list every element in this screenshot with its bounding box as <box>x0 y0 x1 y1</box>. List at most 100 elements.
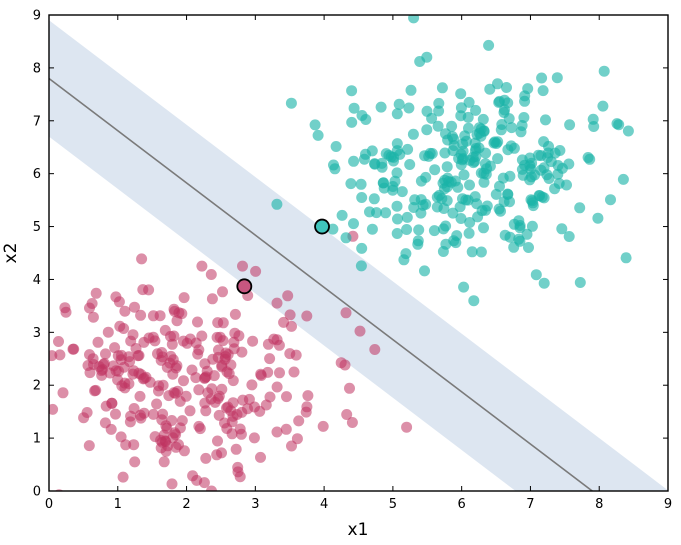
scatter-point-pink-cluster <box>178 375 189 387</box>
y-tick-label: 2 <box>33 379 41 394</box>
scatter-point-teal-cluster <box>404 159 416 170</box>
scatter-point-pink-cluster <box>200 452 212 464</box>
scatter-point-teal-cluster <box>516 163 528 175</box>
scatter-point-pink-cluster <box>92 336 104 348</box>
scatter-point-pink-cluster <box>128 439 140 451</box>
scatter-point-pink-cluster <box>213 344 224 356</box>
scatter-point-teal-cluster <box>345 178 357 190</box>
x-tick-label: 6 <box>458 497 466 512</box>
scatter-point-pink-cluster <box>280 423 292 435</box>
scatter-point-pink-cluster <box>135 309 147 321</box>
scatter-point-pink-cluster <box>114 320 126 332</box>
x-axis-label: x1 <box>348 520 369 540</box>
scatter-point-teal-cluster <box>413 224 425 236</box>
x-tick-label: 2 <box>182 497 190 512</box>
scatter-point-teal-cluster <box>380 207 392 219</box>
scatter-point-pink-cluster <box>340 307 352 319</box>
scatter-point-pink-cluster <box>102 326 114 338</box>
scatter-point-teal-cluster <box>470 104 482 116</box>
scatter-point-teal-cluster <box>574 202 586 214</box>
y-tick-label: 7 <box>33 114 41 129</box>
scatter-point-pink-cluster <box>223 368 235 380</box>
scatter-point-pink-cluster <box>220 351 231 363</box>
scatter-point-teal-cluster <box>355 260 367 272</box>
scatter-point-teal-cluster <box>454 201 466 213</box>
x-tick-label: 1 <box>114 497 122 512</box>
scatter-point-teal-cluster <box>327 223 339 235</box>
scatter-point-teal-cluster <box>481 163 493 175</box>
scatter-point-teal-cluster <box>442 172 454 184</box>
scatter-point-pink-cluster <box>136 253 148 265</box>
scatter-point-teal-cluster <box>366 223 378 235</box>
scatter-point-pink-cluster <box>317 420 329 432</box>
scatter-point-teal-cluster <box>358 153 370 165</box>
scatter-point-teal-cluster <box>360 114 372 125</box>
scatter-point-teal-cluster <box>499 229 511 241</box>
scatter-point-pink-cluster <box>202 387 214 399</box>
scatter-point-teal-cluster <box>475 246 487 258</box>
scatter-point-pink-cluster <box>177 335 189 347</box>
scatter-point-pink-cluster <box>354 325 366 337</box>
scatter-point-pink-cluster <box>134 409 146 421</box>
x-tick-label: 5 <box>389 497 397 512</box>
scatter-point-pink-cluster <box>339 359 351 371</box>
scatter-point-teal-cluster <box>420 198 432 210</box>
scatter-point-teal-cluster <box>429 164 441 176</box>
scatter-point-pink-cluster <box>166 338 178 350</box>
scatter-point-pink-cluster <box>83 440 95 452</box>
scatter-point-teal-cluster <box>532 149 544 161</box>
scatter-point-teal-cluster <box>537 85 549 97</box>
x-tick-label: 9 <box>664 497 672 512</box>
scatter-point-pink-cluster <box>60 306 72 318</box>
scatter-point-teal-cluster <box>538 277 550 289</box>
scatter-point-teal-cluster <box>401 211 413 223</box>
scatter-point-teal-cluster <box>348 102 360 114</box>
scatter-point-teal-cluster <box>447 207 459 219</box>
scatter-point-teal-cluster <box>536 72 548 84</box>
scatter-point-teal-cluster <box>457 138 469 150</box>
scatter-point-teal-cluster <box>375 101 387 113</box>
x-tick-label: 4 <box>320 497 328 512</box>
scatter-point-teal-cluster <box>428 225 440 237</box>
scatter-point-teal-cluster <box>506 122 518 134</box>
x-tick-label: 7 <box>526 497 534 512</box>
scatter-point-pink-cluster <box>157 408 169 420</box>
y-tick-label: 3 <box>33 326 41 341</box>
scatter-point-pink-cluster <box>166 415 178 426</box>
scatter-point-pink-cluster <box>157 379 169 391</box>
scatter-point-teal-cluster <box>356 242 368 254</box>
scatter-point-pink-cluster <box>221 497 232 508</box>
scatter-point-teal-cluster <box>356 192 368 203</box>
scatter-point-teal-cluster <box>622 125 634 137</box>
scatter-point-pink-cluster <box>134 390 146 402</box>
scatter-point-teal-cluster <box>463 96 475 108</box>
y-tick-label: 1 <box>33 432 41 447</box>
scatter-point-teal-cluster <box>455 159 467 171</box>
scatter-point-pink-cluster <box>124 416 136 428</box>
scatter-point-teal-cluster <box>426 112 438 124</box>
scatter-point-pink-cluster <box>147 408 159 420</box>
scatter-point-teal-cluster <box>446 120 458 132</box>
scatter-point-pink-cluster <box>226 416 238 428</box>
scatter-point-teal-cluster <box>514 222 526 234</box>
scatter-point-teal-cluster <box>346 116 358 128</box>
scatter-point-teal-cluster <box>391 108 403 120</box>
scatter-point-pink-cluster <box>120 439 132 451</box>
scatter-point-pink-cluster <box>293 415 305 427</box>
scatter-point-pink-cluster <box>174 422 186 434</box>
scatter-point-pink-cluster <box>341 409 353 420</box>
y-tick-label: 0 <box>33 485 41 500</box>
scatter-point-pink-cluster <box>278 316 290 328</box>
scatter-point-teal-cluster <box>516 120 528 131</box>
scatter-point-pink-cluster <box>225 359 237 371</box>
scatter-point-pink-cluster <box>130 343 142 354</box>
scatter-point-teal-cluster <box>440 220 452 232</box>
scatter-point-teal-cluster <box>432 120 444 132</box>
scatter-point-teal-cluster <box>538 136 550 148</box>
scatter-point-pink-cluster <box>173 439 184 451</box>
scatter-point-teal-cluster <box>556 162 568 174</box>
scatter-point-pink-cluster <box>174 395 186 407</box>
